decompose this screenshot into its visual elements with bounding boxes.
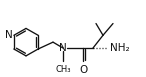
Text: O: O xyxy=(79,65,87,75)
Text: NH₂: NH₂ xyxy=(110,43,130,53)
Text: N: N xyxy=(59,43,67,53)
Text: N: N xyxy=(5,30,12,40)
Text: CH₃: CH₃ xyxy=(55,65,71,74)
